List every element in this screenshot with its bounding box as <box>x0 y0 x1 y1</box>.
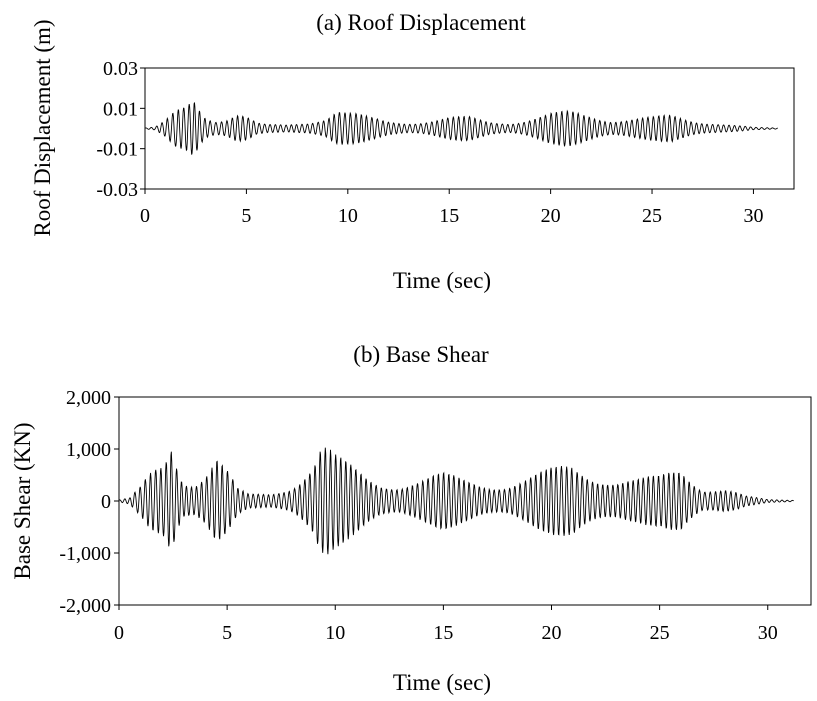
chart-b-x-ticks: 0 5 10 15 20 25 30 <box>114 605 778 644</box>
chart-a-y-axis-label: Roof Displacement (m) <box>30 19 55 236</box>
chart-b-x-tick-label: 0 <box>114 622 124 644</box>
chart-a-x-tick-label: 15 <box>439 205 459 227</box>
chart-b-x-tick-label: 20 <box>542 622 562 644</box>
chart-a-x-tick-label: 10 <box>338 205 358 227</box>
chart-b-x-tick-label: 25 <box>650 622 670 644</box>
chart-b-x-tick-label: 30 <box>758 622 778 644</box>
chart-a-plot-area <box>144 67 795 190</box>
chart-a-x-tick-label: 0 <box>140 205 150 227</box>
chart-a: (a) Roof Displacement -0.03 -0.01 0.01 0.03… <box>30 10 795 293</box>
chart-b-x-axis-label: Time (sec) <box>393 670 491 695</box>
chart-a-y-tick-label: 0.03 <box>103 58 138 80</box>
chart-b-series-line <box>118 447 794 555</box>
chart-a-y-tick-label: -0.03 <box>96 179 138 201</box>
chart-a-x-ticks: 0 5 10 15 20 25 30 <box>140 189 763 227</box>
chart-a-x-tick-label: 5 <box>241 205 251 227</box>
chart-b-y-tick-label: -2,000 <box>59 595 111 617</box>
chart-b-y-tick-label: 1,000 <box>66 439 111 461</box>
chart-b-y-tick-label: -1,000 <box>59 543 111 565</box>
chart-b-x-tick-label: 15 <box>433 622 453 644</box>
chart-a-x-tick-label: 30 <box>743 205 763 227</box>
chart-b-x-tick-label: 10 <box>325 622 345 644</box>
chart-a-series-line <box>144 102 778 155</box>
chart-a-title: (a) Roof Displacement <box>316 10 526 35</box>
chart-a-x-tick-label: 20 <box>541 205 561 227</box>
chart-b-y-ticks: -2,000 -1,000 0 1,000 2,000 <box>59 387 119 617</box>
chart-b: (b) Base Shear -2,000 -1,000 0 1,000 2,000 0… <box>10 342 812 695</box>
chart-a-y-tick-label: -0.01 <box>96 139 138 161</box>
chart-b-x-tick-label: 5 <box>222 622 232 644</box>
chart-b-y-tick-label: 2,000 <box>66 387 111 409</box>
chart-b-y-axis-label: Base Shear (KN) <box>10 422 35 579</box>
chart-a-y-ticks: -0.03 -0.01 0.01 0.03 <box>96 58 145 201</box>
chart-b-y-tick-label: 0 <box>101 491 111 513</box>
chart-b-title: (b) Base Shear <box>353 342 489 367</box>
chart-a-x-axis-label: Time (sec) <box>393 268 491 293</box>
chart-a-y-tick-label: 0.01 <box>103 98 138 120</box>
chart-a-x-tick-label: 25 <box>642 205 662 227</box>
